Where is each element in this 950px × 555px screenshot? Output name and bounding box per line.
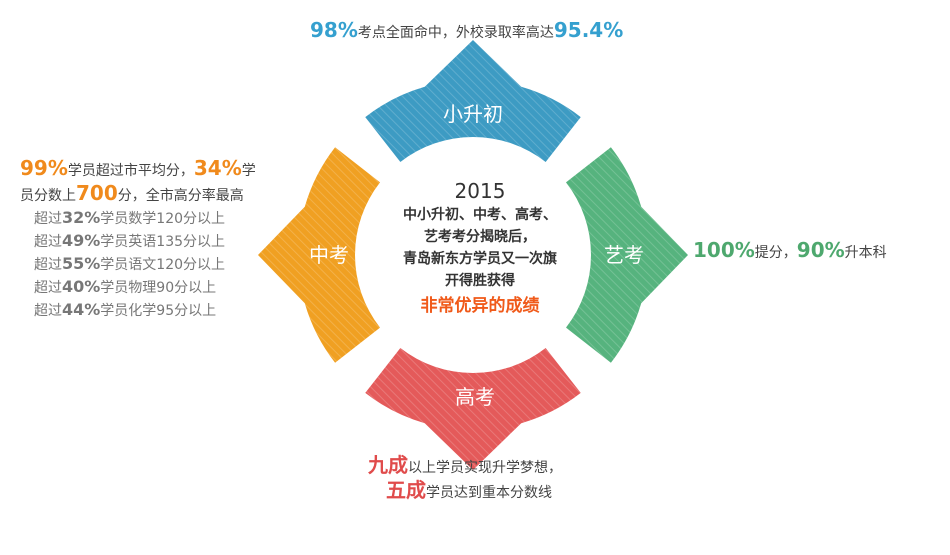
left-row-value: 32%: [62, 208, 101, 227]
left-row-pre: 超过: [34, 257, 62, 273]
center-line-1: 中小升初、中考、高考、: [403, 207, 557, 223]
segment-xiaoshengchu-texture: [365, 40, 581, 163]
left-row: 超过49%学员英语135分以上: [34, 230, 256, 253]
left-text-2: 学: [241, 163, 256, 179]
center-line-2: 艺考考分揭晓后，: [424, 229, 536, 245]
right-callout: 100%提分，90%升本科: [693, 238, 887, 262]
left-row-value: 55%: [62, 254, 101, 273]
bottom-text-1: 以上学员实现升学梦想，: [408, 460, 562, 476]
segment-gaokao-texture: [365, 347, 581, 470]
left-text-4: 分，全市高分率最高: [117, 188, 244, 204]
left-row-post: 学员数学120分以上: [100, 211, 226, 227]
left-text-3: 员分数上: [20, 188, 76, 204]
left-row: 超过44%学员化学95分以上: [34, 299, 256, 322]
center-line-4: 开得胜获得: [445, 273, 515, 289]
segment-label-zhongkao: 中考: [309, 243, 349, 267]
left-row-post: 学员物理90分以上: [100, 280, 217, 296]
bottom-line-2: 五成学员达到重本分数线: [386, 479, 562, 504]
bottom-text-2: 学员达到重本分数线: [426, 485, 552, 501]
left-row: 超过55%学员语文120分以上: [34, 253, 256, 276]
bottom-line-1: 九成以上学员实现升学梦想，: [368, 454, 562, 479]
left-row-pre: 超过: [34, 303, 62, 319]
left-row-pre: 超过: [34, 234, 62, 250]
left-row-pre: 超过: [34, 280, 62, 296]
segment-zhongkao-texture: [258, 147, 381, 363]
segment-label-xiaoshengchu: 小升初: [443, 102, 503, 126]
center-line-3: 青岛新东方学员又一次旗: [403, 251, 557, 267]
left-row: 超过32%学员数学120分以上: [34, 207, 256, 230]
top-text-1: 考点全面命中，外校录取率高达: [357, 25, 554, 41]
top-value-2: 95.4%: [553, 18, 624, 42]
right-value-1: 100%: [693, 238, 755, 262]
left-value-3: 700: [76, 181, 118, 205]
left-row: 超过40%学员物理90分以上: [34, 276, 256, 299]
right-text-1: 提分，: [754, 245, 797, 261]
top-callout: 98%考点全面命中，外校录取率高达95.4%: [310, 18, 623, 42]
left-row-value: 40%: [62, 277, 101, 296]
bottom-callout: 九成以上学员实现升学梦想， 五成学员达到重本分数线: [368, 454, 562, 504]
left-row-post: 学员化学95分以上: [100, 303, 217, 319]
left-line-2: 员分数上700分，全市高分率最高: [20, 182, 256, 207]
left-value-1: 99%: [20, 156, 68, 180]
top-value-1: 98%: [310, 18, 358, 42]
segment-yikao-texture: [565, 147, 688, 363]
center-text: 2015 中小升初、中考、高考、 艺考考分揭晓后， 青岛新东方学员又一次旗 开得…: [365, 178, 595, 320]
segment-label-yikao: 艺考: [604, 243, 644, 267]
left-row-pre: 超过: [34, 211, 62, 227]
left-text-1: 学员超过市平均分，: [67, 163, 194, 179]
segment-label-gaokao: 高考: [455, 385, 495, 409]
left-row-post: 学员英语135分以上: [100, 234, 226, 250]
left-value-2: 34%: [193, 156, 242, 180]
center-highlight: 非常优异的成绩: [420, 296, 540, 316]
bottom-value-1: 九成: [368, 453, 408, 477]
center-circle: [361, 143, 585, 367]
center-year: 2015: [454, 179, 506, 203]
left-line-1: 99%学员超过市平均分，34%学: [20, 157, 256, 182]
right-text-2: 升本科: [844, 245, 887, 261]
left-callout: 99%学员超过市平均分，34%学 员分数上700分，全市高分率最高 超过32%学…: [20, 157, 256, 322]
left-row-value: 44%: [62, 300, 101, 319]
right-value-2: 90%: [796, 238, 845, 262]
left-row-post: 学员语文120分以上: [100, 257, 226, 273]
left-row-value: 49%: [62, 231, 101, 250]
bottom-value-2: 五成: [386, 478, 426, 502]
